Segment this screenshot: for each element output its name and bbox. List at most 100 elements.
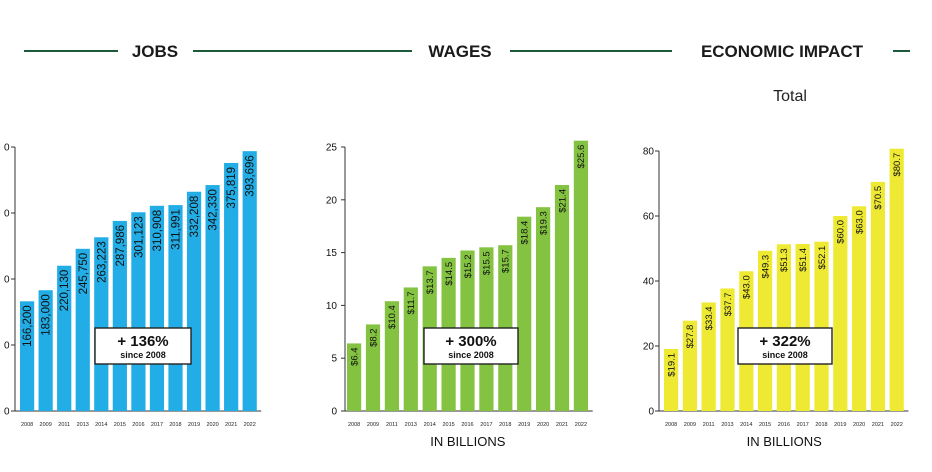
impact-xtick-label: 2021 bbox=[872, 422, 884, 428]
impact-xtick-label: 2015 bbox=[759, 422, 771, 428]
jobs-ytick-label: 0 bbox=[4, 407, 10, 418]
jobs-bar bbox=[94, 237, 109, 411]
jobs-xtick-label: 2008 bbox=[21, 422, 33, 428]
wages-value-label: $10.4 bbox=[387, 305, 398, 329]
impact-xtick-label: 2019 bbox=[834, 422, 846, 428]
wages-xtick-label: 2018 bbox=[499, 422, 511, 428]
impact-value-label: $51.4 bbox=[798, 248, 809, 272]
jobs-bar bbox=[242, 151, 257, 411]
wages-bar bbox=[384, 301, 399, 411]
wages-value-label: $15.7 bbox=[501, 249, 512, 273]
wages-value-label: $8.2 bbox=[368, 328, 379, 347]
impact-value-label: $63.0 bbox=[854, 210, 865, 234]
wages-x-axis-label: IN BILLIONS bbox=[430, 434, 505, 449]
impact-bar bbox=[664, 348, 679, 411]
impact-value-label: $51.3 bbox=[779, 248, 790, 272]
wages-ytick-label: 0 bbox=[331, 407, 337, 418]
jobs-value-label: 375,819 bbox=[226, 167, 238, 209]
jobs-value-label: 342,330 bbox=[208, 189, 220, 231]
impact-growth-since: since 2008 bbox=[762, 350, 808, 360]
jobs-bar bbox=[205, 185, 220, 411]
impact-xtick-label: 2018 bbox=[815, 422, 827, 428]
impact-ytick-label: 60 bbox=[643, 212, 655, 223]
impact-bar bbox=[682, 320, 697, 411]
wages-value-label: $13.7 bbox=[425, 270, 436, 294]
jobs-bar bbox=[224, 162, 239, 411]
wages-ytick-label: 15 bbox=[326, 248, 338, 259]
impact-xtick-label: 2014 bbox=[740, 422, 752, 428]
jobs-xtick-label: 2014 bbox=[95, 422, 107, 428]
impact-growth-pct: + 322% bbox=[759, 333, 810, 350]
jobs-chart: 0 0 0 0 0 166,200 2008 183,000 2009 220,130 2011 24… bbox=[4, 143, 262, 428]
jobs-ytick-label: 0 bbox=[4, 209, 10, 220]
wages-xtick-label: 2013 bbox=[405, 422, 417, 428]
wages-xtick-label: 2016 bbox=[461, 422, 473, 428]
wages-xtick-label: 2008 bbox=[348, 422, 360, 428]
jobs-xtick-label: 2018 bbox=[169, 422, 181, 428]
jobs-value-label: 301,123 bbox=[133, 216, 145, 258]
jobs-value-label: 263,223 bbox=[96, 241, 108, 283]
jobs-growth-badge bbox=[94, 327, 192, 365]
impact-xtick-label: 2013 bbox=[721, 422, 733, 428]
section-headers: JOBS WAGES ECONOMIC IMPACT Total bbox=[24, 42, 910, 105]
impact-ytick-label: 80 bbox=[643, 147, 655, 158]
jobs-value-label: 393,696 bbox=[245, 155, 257, 197]
jobs-ytick-label: 0 bbox=[4, 341, 10, 352]
wages-xtick-label: 2011 bbox=[386, 422, 398, 428]
impact-title: ECONOMIC IMPACT bbox=[701, 42, 864, 61]
impact-value-label: $43.0 bbox=[742, 275, 753, 299]
jobs-value-label: 311,991 bbox=[171, 209, 183, 250]
wages-bar bbox=[573, 140, 588, 411]
wages-bar bbox=[554, 185, 570, 411]
wages-chart: 0 5 10 15 20 25 $6.4 2008 $8.2 2009 $10.4 2011 $11.7… bbox=[326, 140, 593, 449]
wages-value-label: $18.4 bbox=[520, 221, 531, 245]
impact-value-label: $33.4 bbox=[704, 306, 715, 330]
impact-bar bbox=[870, 181, 885, 411]
jobs-value-label: 310,908 bbox=[152, 210, 164, 252]
wages-value-label: $6.4 bbox=[349, 347, 360, 366]
impact-subtitle: Total bbox=[773, 88, 807, 105]
impact-x-axis-label: IN BILLIONS bbox=[747, 434, 822, 449]
wages-xtick-label: 2019 bbox=[518, 422, 530, 428]
wages-xtick-label: 2020 bbox=[537, 422, 549, 428]
jobs-value-label: 183,000 bbox=[41, 294, 53, 336]
wages-growth-pct: + 300% bbox=[445, 333, 496, 350]
impact-ytick-label: 40 bbox=[643, 277, 655, 288]
impact-growth-badge bbox=[737, 327, 833, 365]
jobs-xtick-label: 2021 bbox=[225, 422, 237, 428]
wages-growth-since: since 2008 bbox=[448, 350, 494, 360]
jobs-growth-pct: + 136% bbox=[117, 333, 168, 350]
impact-chart: 0 20 40 60 80 $19.1 2008 $27.8 2009 $33.4 2011 $37.… bbox=[643, 147, 909, 449]
jobs-xtick-label: 2022 bbox=[244, 422, 256, 428]
impact-bar bbox=[852, 206, 867, 411]
wages-bar bbox=[403, 287, 418, 411]
jobs-xtick-label: 2013 bbox=[77, 422, 89, 428]
wages-bar bbox=[517, 216, 532, 411]
impact-bar bbox=[701, 302, 716, 411]
jobs-title: JOBS bbox=[132, 42, 178, 61]
impact-xtick-label: 2008 bbox=[665, 422, 677, 428]
impact-value-label: $52.1 bbox=[817, 246, 828, 270]
jobs-xtick-label: 2015 bbox=[114, 422, 126, 428]
wages-xtick-label: 2014 bbox=[424, 422, 436, 428]
wages-value-label: $15.5 bbox=[482, 251, 493, 275]
impact-bar bbox=[889, 148, 904, 411]
impact-bar bbox=[720, 288, 735, 411]
jobs-xtick-label: 2019 bbox=[188, 422, 200, 428]
jobs-value-label: 245,750 bbox=[78, 253, 90, 295]
wages-value-label: $15.2 bbox=[463, 254, 474, 278]
impact-xtick-label: 2017 bbox=[797, 422, 809, 428]
jobs-xtick-label: 2020 bbox=[206, 422, 218, 428]
jobs-xtick-label: 2016 bbox=[132, 422, 144, 428]
impact-ytick-label: 0 bbox=[648, 407, 654, 418]
impact-value-label: $27.8 bbox=[685, 325, 696, 349]
jobs-value-label: 332,208 bbox=[189, 196, 201, 238]
impact-value-label: $80.7 bbox=[892, 153, 903, 177]
wages-ytick-label: 5 bbox=[331, 354, 337, 365]
wages-bar bbox=[365, 324, 381, 411]
impact-ytick-label: 20 bbox=[643, 342, 655, 353]
wages-value-label: $14.5 bbox=[444, 262, 455, 286]
wages-ytick-label: 25 bbox=[326, 143, 338, 154]
